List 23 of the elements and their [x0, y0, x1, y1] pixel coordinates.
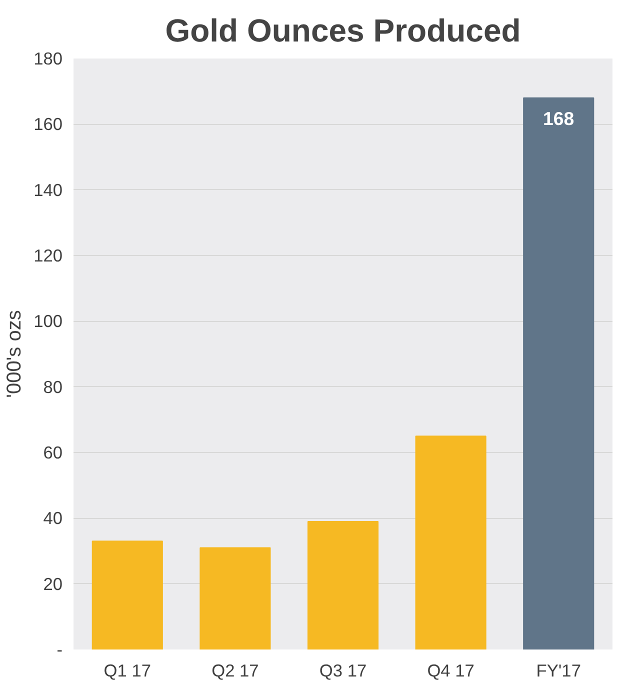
y-tick-label: 140 [34, 180, 63, 200]
y-tick-label: 160 [34, 114, 63, 134]
x-tick-label: Q2 17 [212, 660, 259, 680]
bar [200, 547, 271, 650]
y-tick-label: 100 [34, 311, 63, 332]
y-tick-label: 60 [43, 442, 63, 462]
y-tick-label: 20 [43, 574, 63, 594]
y-tick-label: 40 [43, 508, 63, 528]
y-tick-label: - [56, 640, 63, 660]
y-tick-label: 80 [43, 376, 63, 397]
bar [92, 540, 163, 650]
data-label: 168 [543, 108, 574, 129]
bar [523, 97, 594, 650]
bar [415, 436, 486, 650]
y-tick-label: 120 [34, 246, 63, 266]
y-tick-label: 180 [34, 48, 63, 68]
x-tick-label: Q4 17 [427, 660, 474, 680]
x-tick-label: Q1 17 [104, 660, 152, 680]
x-tick-label: FY'17 [536, 660, 581, 680]
x-tick-label: Q3 17 [319, 660, 367, 680]
bar [307, 520, 379, 650]
chart-title: Gold Ounces Produced [165, 12, 521, 48]
y-axis-title: '000's ozs [4, 310, 26, 398]
